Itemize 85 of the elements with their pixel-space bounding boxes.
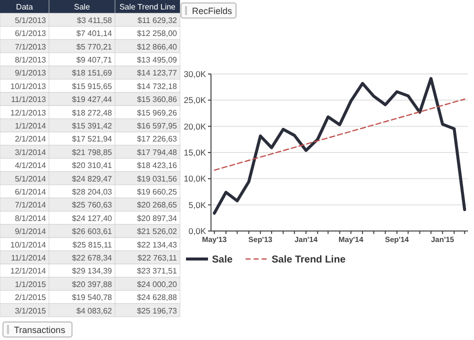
- data-label: $19 660,25: [136, 188, 178, 196]
- category-label: 11/1/2013: [11, 95, 47, 104]
- data-label: $23 371,51: [136, 266, 178, 276]
- data-label: $19 031,56: [136, 174, 178, 184]
- line-series: [212, 77, 466, 215]
- category-label: 9/1/2013: [14, 68, 47, 78]
- data-label: $19 427,44: [72, 95, 113, 104]
- data-label: $24 829,47: [72, 174, 113, 184]
- data-label: $22 678,34: [72, 254, 113, 262]
- category-label: 5/1/2013: [14, 16, 47, 25]
- data-label: $20 268,65: [136, 200, 178, 210]
- data-label: $15 360,86: [136, 95, 178, 104]
- data-label: $24 127,40: [72, 214, 113, 223]
- category-label: 2/1/2014: [14, 134, 47, 144]
- data-label: $3 411,58: [77, 16, 113, 25]
- data-label: $21 526,02: [136, 227, 178, 236]
- data-label: $17 226,63: [136, 134, 178, 144]
- category-label: 10/1/2013: [10, 82, 47, 91]
- category-label: 4/1/2014: [14, 161, 47, 170]
- data-label: $12 258,00: [136, 29, 178, 38]
- data-label: $20 897,34: [136, 214, 178, 223]
- data-label: $25 196,73: [136, 306, 178, 316]
- category-label: 1/1/2014: [14, 122, 47, 130]
- data-label: $29 134,39: [72, 266, 113, 276]
- data-label: $25 760,63: [72, 200, 113, 210]
- data-label: $21 798,85: [72, 148, 113, 157]
- series-label: Sale: [74, 2, 91, 12]
- data-label: $19 540,78: [72, 293, 113, 302]
- text: Transactions: [14, 325, 66, 335]
- data-label: $25 815,11: [72, 240, 113, 250]
- data-label: $26 603,61: [72, 227, 113, 236]
- data-label: $7 401,14: [76, 29, 113, 38]
- category-label: 6/1/2014: [14, 188, 47, 196]
- data-label: $22 763,11: [138, 254, 178, 262]
- data-label: $24 628,88: [136, 293, 178, 302]
- data-label: $11 629,32: [138, 16, 178, 25]
- data-label: $16 597,95: [136, 122, 178, 130]
- category-label: 6/1/2013: [14, 29, 47, 38]
- category-label: 2/1/2015: [14, 293, 47, 302]
- data-label: $4 083,62: [76, 306, 113, 316]
- y-tick-label: 25,0K: [184, 95, 206, 106]
- category-label: 3/1/2014: [14, 148, 47, 157]
- data-label: $17 794,48: [136, 148, 178, 157]
- text: Sale Trend Line: [119, 2, 176, 12]
- category-label: 1/1/2015: [14, 280, 47, 289]
- data-label: $22 134,43: [136, 240, 178, 250]
- y-tick-label: 30,0K: [184, 69, 206, 79]
- category-label: 7/1/2014: [14, 200, 47, 210]
- category-label: 8/1/2013: [14, 56, 47, 64]
- data-label: $14 732,18: [136, 82, 178, 91]
- y-tick-label: 10,0K: [184, 174, 206, 184]
- data-label: $28 204,03: [72, 188, 113, 196]
- line-series: [214, 98, 466, 171]
- y-tick-label: 5,0K: [188, 200, 206, 210]
- data-label: $5 770,21: [76, 42, 113, 52]
- legend-label: Sale: [212, 254, 234, 266]
- category-label: 12/1/2013: [10, 108, 47, 118]
- category-label: 12/1/2014: [10, 266, 47, 276]
- data-label: $9 407,71: [76, 56, 113, 64]
- data-label: $18 151,69: [72, 68, 113, 78]
- y-tick-label: 20,0K: [184, 121, 206, 132]
- text: Data: [16, 2, 34, 12]
- data-label: $15 391,42: [72, 122, 113, 130]
- data-label: $14 123,77: [136, 68, 178, 78]
- data-label: $18 272,48: [72, 108, 113, 118]
- data-label: $20 397,88: [72, 280, 113, 289]
- category-label: 10/1/2014: [10, 240, 47, 250]
- y-tick-label: 0,0K: [188, 226, 206, 236]
- data-label: $24 000,20: [136, 280, 178, 289]
- data-label: $17 521,94: [72, 134, 113, 144]
- category-label: 8/1/2014: [14, 214, 47, 223]
- data-label: $12 866,40: [136, 42, 178, 52]
- data-label: $13 495,09: [136, 56, 178, 64]
- category-label: 3/1/2015: [14, 306, 47, 316]
- data-label: $15 915,65: [72, 82, 113, 91]
- category-label: 5/1/2014: [14, 174, 47, 184]
- category-label: 11/1/2014: [11, 254, 47, 262]
- category-label: 9/1/2014: [14, 227, 47, 236]
- text: RecFields: [192, 6, 233, 16]
- y-tick-label: 15,0K: [184, 148, 206, 158]
- data-label: $15 969,26: [136, 108, 178, 118]
- category-label: 7/1/2013: [14, 42, 47, 52]
- legend-label: Sale Trend Line: [272, 254, 346, 266]
- data-label: $20 310,41: [72, 161, 113, 170]
- data-label: $18 423,16: [136, 161, 178, 170]
